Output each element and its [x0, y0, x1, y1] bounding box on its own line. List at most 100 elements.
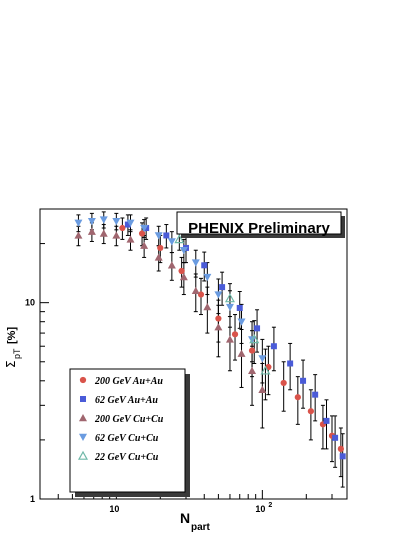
- error-bar: [308, 389, 313, 441]
- legend-label: 62 GeV Au+Au: [95, 395, 158, 406]
- data-point: [300, 377, 307, 384]
- data-point: [191, 259, 200, 267]
- error-bar: [266, 345, 271, 396]
- data-point: [249, 334, 260, 344]
- data-point: [219, 284, 226, 291]
- legend-marker: [79, 376, 87, 384]
- legend-label: 22 GeV Cu+Cu: [94, 452, 159, 463]
- data-point: [112, 231, 121, 239]
- data-point: [197, 291, 205, 298]
- data-point: [237, 318, 246, 326]
- svg-text:10: 10: [255, 504, 265, 514]
- title-box: PHENIX Preliminary: [176, 211, 345, 238]
- data-point: [167, 238, 176, 246]
- legend-marker: [80, 396, 86, 402]
- legend-label: 200 GeV Au+Au: [94, 376, 163, 387]
- data-point: [236, 304, 243, 311]
- data-point: [74, 219, 83, 227]
- y-axis-label-main: Σ: [4, 360, 18, 368]
- data-point: [178, 267, 185, 275]
- y-axis-label-sub: pT: [12, 348, 22, 359]
- data-point: [140, 241, 149, 249]
- data-point: [179, 247, 188, 255]
- error-bar: [295, 376, 300, 425]
- data-point: [154, 232, 163, 240]
- plot-frame: [39, 208, 348, 500]
- data-point: [157, 244, 164, 252]
- legend-label: 62 GeV Cu+Cu: [95, 433, 159, 444]
- data-point: [138, 230, 146, 237]
- x-axis-label-sub: part: [191, 522, 211, 533]
- y-axis-label: Σ pT [%]: [4, 327, 22, 368]
- legend-label: 200 GeV Cu+Cu: [94, 414, 164, 425]
- legend-marker: [79, 414, 87, 422]
- data-point: [287, 360, 294, 367]
- data-point: [167, 261, 176, 269]
- legend-marker: [79, 433, 87, 441]
- data-point: [270, 343, 277, 350]
- data-point: [99, 216, 108, 224]
- data-point: [140, 224, 149, 233]
- data-point: [339, 453, 346, 460]
- legend-item: 62 GeV Au+Au: [80, 395, 158, 406]
- data-point: [215, 315, 222, 322]
- y-axis-label-unit: [%]: [6, 327, 18, 344]
- legend-item: 22 GeV Cu+Cu: [77, 450, 159, 463]
- error-bar: [340, 433, 345, 488]
- data-markers: [74, 216, 346, 460]
- error-bar: [313, 374, 318, 422]
- data-point: [258, 385, 267, 393]
- y-tick-label: 1: [30, 494, 35, 504]
- data-point: [280, 379, 287, 387]
- chart-title: PHENIX Preliminary: [188, 220, 330, 237]
- y-tick-label: 10: [25, 298, 35, 308]
- data-point: [112, 218, 121, 226]
- data-point: [87, 227, 96, 235]
- data-point: [214, 291, 223, 299]
- data-point: [248, 366, 257, 374]
- data-point: [258, 355, 267, 363]
- legend-item: 200 GeV Cu+Cu: [79, 414, 164, 425]
- legend-item: 200 GeV Au+Au: [79, 376, 163, 387]
- x-tick-label: 10 2: [255, 502, 272, 514]
- data-point: [191, 286, 200, 294]
- data-point: [231, 331, 239, 338]
- data-point: [74, 231, 83, 239]
- data-point: [87, 218, 96, 226]
- data-point: [225, 303, 234, 312]
- data-point: [126, 235, 135, 243]
- error-bar: [281, 361, 286, 412]
- data-point: [119, 224, 126, 232]
- data-point: [201, 262, 208, 269]
- data-point: [203, 273, 212, 282]
- data-point: [254, 325, 261, 332]
- x-axis-label-main: N: [180, 510, 190, 526]
- x-tick-label: 10: [109, 504, 119, 514]
- svg-text:2: 2: [268, 502, 272, 509]
- data-point: [154, 253, 163, 261]
- error-bar: [227, 283, 232, 318]
- data-point: [163, 232, 170, 239]
- x-axis-label: N part: [180, 510, 211, 533]
- data-point: [174, 234, 185, 244]
- legend-item: 62 GeV Cu+Cu: [79, 433, 159, 444]
- data-point: [179, 273, 188, 281]
- error-bar: [324, 399, 329, 450]
- data-point: [124, 221, 131, 228]
- data-point: [99, 229, 108, 237]
- data-point: [237, 349, 246, 357]
- svg-text:10: 10: [109, 504, 119, 514]
- data-point: [337, 445, 344, 453]
- data-point: [294, 394, 301, 401]
- legend: 200 GeV Au+Au 62 GeV Au+Au 200 GeV Cu+Cu 62…: [69, 368, 190, 497]
- data-point: [203, 303, 212, 311]
- error-bar: [288, 342, 293, 391]
- data-point: [323, 417, 330, 424]
- data-point: [332, 434, 339, 441]
- data-point: [225, 335, 234, 343]
- data-point: [224, 293, 235, 303]
- data-point: [312, 391, 319, 398]
- data-point: [126, 219, 135, 227]
- data-point: [307, 408, 315, 415]
